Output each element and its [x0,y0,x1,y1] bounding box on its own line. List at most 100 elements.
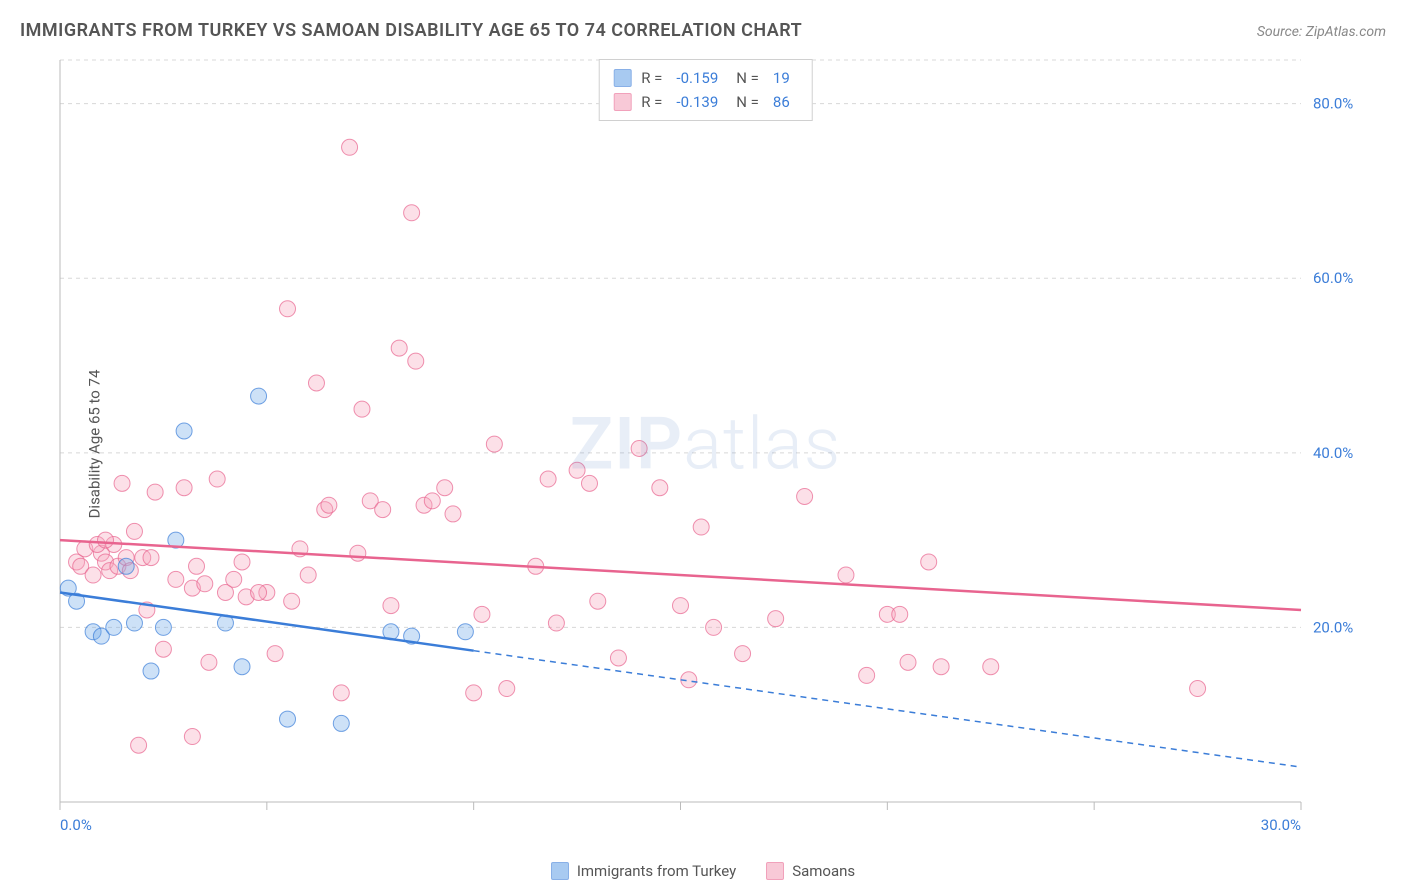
data-point [892,606,908,622]
data-point [838,567,854,583]
stats-row-series2: R = -0.139 N = 86 [613,90,798,114]
data-point [933,659,949,675]
data-point [404,205,420,221]
data-point [350,545,366,561]
series2-legend-label: Samoans [792,862,855,880]
data-point [155,619,171,635]
data-point [424,493,440,509]
data-point [176,423,192,439]
data-point [126,615,142,631]
data-point [209,471,225,487]
series1-n-value: 19 [773,66,790,90]
series2-swatch-icon [766,862,784,880]
series1-swatch-icon [613,69,631,87]
data-point [280,301,296,317]
data-point [85,567,101,583]
data-point [437,480,453,496]
data-point [466,685,482,701]
data-point [131,737,147,753]
data-point [408,353,424,369]
scatter-chart: 20.0% 40.0% 60.0% 80.0% 0.0% 30.0% [55,55,1356,832]
r-label: R = [641,66,662,90]
chart-container: Disability Age 65 to 74 20.0% 40.0% 60.0% 8… [55,55,1356,832]
data-point [735,646,751,662]
data-point [234,554,250,570]
data-point [900,654,916,670]
data-point [486,436,502,452]
data-point [201,654,217,670]
data-point [569,462,585,478]
series2-swatch-icon [613,93,631,111]
data-point [176,480,192,496]
data-point [267,646,283,662]
r-label: R = [641,90,662,114]
data-point [457,624,473,640]
data-point [147,484,163,500]
data-point [354,401,370,417]
data-point [118,558,134,574]
x-tick-label: 30.0% [1261,816,1301,832]
series2-n-value: 86 [773,90,790,114]
series2-r-value: -0.139 [676,90,718,114]
data-point [391,340,407,356]
data-point [581,475,597,491]
y-axis-label: Disability Age 65 to 74 [85,369,103,518]
data-point [333,715,349,731]
data-point [631,440,647,456]
y-tick-label: 40.0% [1313,444,1353,462]
data-point [321,497,337,513]
data-point [234,659,250,675]
data-point [983,659,999,675]
data-point [143,550,159,566]
x-tick-label: 0.0% [60,816,92,832]
data-point [445,506,461,522]
data-point [168,571,184,587]
data-point [284,593,300,609]
n-label: N = [736,90,759,114]
legend-item-series2: Samoans [766,862,855,880]
trend-line [60,592,474,650]
y-tick-label: 60.0% [1313,269,1353,287]
data-point [143,663,159,679]
data-point [1190,681,1206,697]
legend-item-series1: Immigrants from Turkey [551,862,736,880]
series1-swatch-icon [551,862,569,880]
data-point [184,729,200,745]
series1-legend-label: Immigrants from Turkey [577,862,736,880]
y-tick-label: 80.0% [1313,95,1353,113]
data-point [226,571,242,587]
data-point [375,502,391,518]
data-point [300,567,316,583]
data-point [280,711,296,727]
y-tick-label: 20.0% [1313,618,1353,636]
data-point [106,619,122,635]
data-point [652,480,668,496]
trend-line-extrapolated [474,651,1301,767]
data-point [859,667,875,683]
data-point [383,598,399,614]
bottom-legend: Immigrants from Turkey Samoans [0,862,1406,880]
data-point [540,471,556,487]
data-point [693,519,709,535]
data-point [308,375,324,391]
source-attribution: Source: ZipAtlas.com [1257,24,1386,40]
stats-row-series1: R = -0.159 N = 19 [613,66,798,90]
chart-title: IMMIGRANTS FROM TURKEY VS SAMOAN DISABIL… [20,20,802,41]
data-point [342,139,358,155]
data-point [499,681,515,697]
data-point [673,598,689,614]
data-point [706,619,722,635]
data-point [610,650,626,666]
data-point [251,584,267,600]
data-point [768,611,784,627]
data-point [333,685,349,701]
data-point [189,558,205,574]
data-point [797,488,813,504]
data-point [548,615,564,631]
correlation-stats-box: R = -0.159 N = 19 R = -0.139 N = 86 [598,59,813,121]
data-point [590,593,606,609]
series1-r-value: -0.159 [676,66,718,90]
data-point [251,388,267,404]
data-point [155,641,171,657]
data-point [126,523,142,539]
